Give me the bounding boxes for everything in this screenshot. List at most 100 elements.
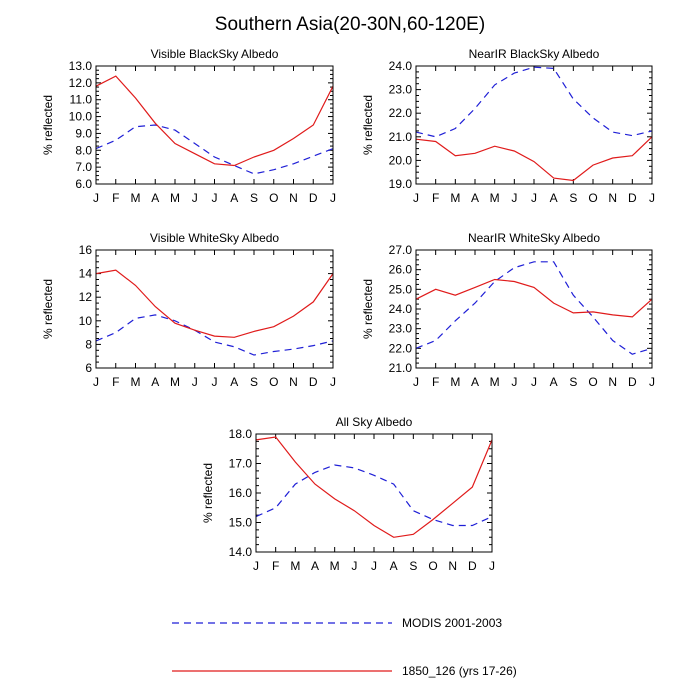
y-tick-label: 16 [79,243,93,257]
x-tick-label: M [290,559,300,573]
y-tick-label: 12 [79,290,93,304]
x-tick-label: A [550,375,558,389]
x-tick-label: J [212,191,218,205]
x-tick-label: A [471,191,479,205]
plot-frame [95,65,334,185]
x-tick-label: M [450,191,460,205]
panel-title: Visible BlackSky Albedo [151,47,279,61]
x-tick-label: M [450,375,460,389]
x-tick-label: A [550,191,558,205]
x-tick-label: O [269,191,278,205]
x-tick-label: J [649,375,655,389]
figure-title: Southern Asia(20-30N,60-120E) [215,14,485,35]
y-tick-label: 24.0 [389,59,413,73]
x-tick-label: M [170,191,180,205]
y-tick-label: 14.0 [229,545,253,559]
series-line-model [415,278,653,318]
x-tick-label: J [531,191,537,205]
series-line-modis [95,314,334,356]
panel-title: NearIR WhiteSky Albedo [468,231,600,245]
panel-title: Visible WhiteSky Albedo [150,231,280,245]
series-line-model [415,136,653,182]
y-tick-label: 8 [85,337,92,351]
legend: MODIS 2001-2003 1850_126 (yrs 17-26) [172,616,517,678]
y-tick-label: 20.0 [389,153,413,167]
series-line-modis [415,66,653,138]
x-tick-label: F [432,375,439,389]
x-tick-label: M [131,191,141,205]
y-tick-label: 21.0 [389,361,413,375]
x-tick-label: J [93,191,99,205]
y-tick-label: 11.0 [70,93,93,107]
x-tick-label: J [489,559,495,573]
y-tick-label: 6 [85,361,92,375]
y-tick-label: 19.0 [389,177,413,191]
y-tick-label: 14 [79,267,93,281]
panel-visible-blacksky: Visible BlackSky Albedo % reflected 6.0 7.0… [41,47,336,205]
x-tick-label: M [330,559,340,573]
x-tick-label: M [131,375,141,389]
y-tick-label: 17.0 [229,457,253,471]
x-tick-label: A [471,375,479,389]
x-tick-label: F [112,375,119,389]
x-tick-label: O [428,559,437,573]
x-tick-label: J [351,559,357,573]
y-tick-label: 25.0 [389,282,413,296]
y-tick-label: 26.0 [389,263,413,277]
y-tick-label: 15.0 [229,516,253,530]
legend-label-modis: MODIS 2001-2003 [402,616,502,630]
panel-title: NearIR BlackSky Albedo [469,47,600,61]
x-tick-label: S [569,375,577,389]
y-tick-label: 7.0 [75,160,92,174]
y-axis-label: % reflected [41,95,55,155]
x-tick-label: S [409,559,417,573]
x-tick-label: S [250,191,258,205]
x-tick-label: A [151,375,159,389]
x-tick-label: J [511,375,517,389]
x-tick-label: F [112,191,119,205]
y-tick-label: 9.0 [75,126,92,140]
panel-title: All Sky Albedo [336,415,413,429]
x-tick-label: D [628,375,637,389]
x-tick-label: F [272,559,279,573]
plot-frame [415,65,653,185]
x-tick-label: D [628,191,637,205]
series-line-model [255,436,493,538]
y-tick-label: 8.0 [75,143,92,157]
x-tick-label: N [448,559,457,573]
x-tick-label: J [330,191,336,205]
y-axis-label: % reflected [41,279,55,339]
y-tick-label: 12.0 [69,76,93,90]
x-tick-label: J [413,191,419,205]
x-tick-label: J [330,375,336,389]
x-tick-label: J [371,559,377,573]
plot-frame [255,433,493,553]
x-tick-label: J [531,375,537,389]
legend-label-model: 1850_126 (yrs 17-26) [402,664,517,678]
x-tick-label: N [608,375,617,389]
x-tick-label: F [432,191,439,205]
x-tick-label: J [253,559,259,573]
x-tick-label: J [413,375,419,389]
plot-frame [95,249,334,369]
x-tick-label: D [468,559,477,573]
x-tick-label: D [309,191,318,205]
x-tick-label: J [93,375,99,389]
y-tick-label: 21.0 [389,130,413,144]
x-tick-label: N [289,191,298,205]
y-tick-label: 18.0 [229,427,253,441]
series-line-model [95,75,334,167]
plot-frame [415,249,653,369]
x-tick-label: D [309,375,318,389]
panel-visible-whitesky: Visible WhiteSky Albedo % reflected 6 8 10 12… [41,231,336,389]
y-tick-label: 23.0 [389,83,413,97]
x-tick-label: M [490,191,500,205]
series-line-modis [255,464,493,527]
series-line-modis [95,124,334,175]
y-axis-label: % reflected [201,463,215,523]
x-tick-label: A [390,559,398,573]
panel-nearir-whitesky: NearIR WhiteSky Albedo % reflected 21.0 22.… [361,231,655,389]
x-tick-label: J [192,191,198,205]
y-tick-label: 13.0 [69,59,93,73]
